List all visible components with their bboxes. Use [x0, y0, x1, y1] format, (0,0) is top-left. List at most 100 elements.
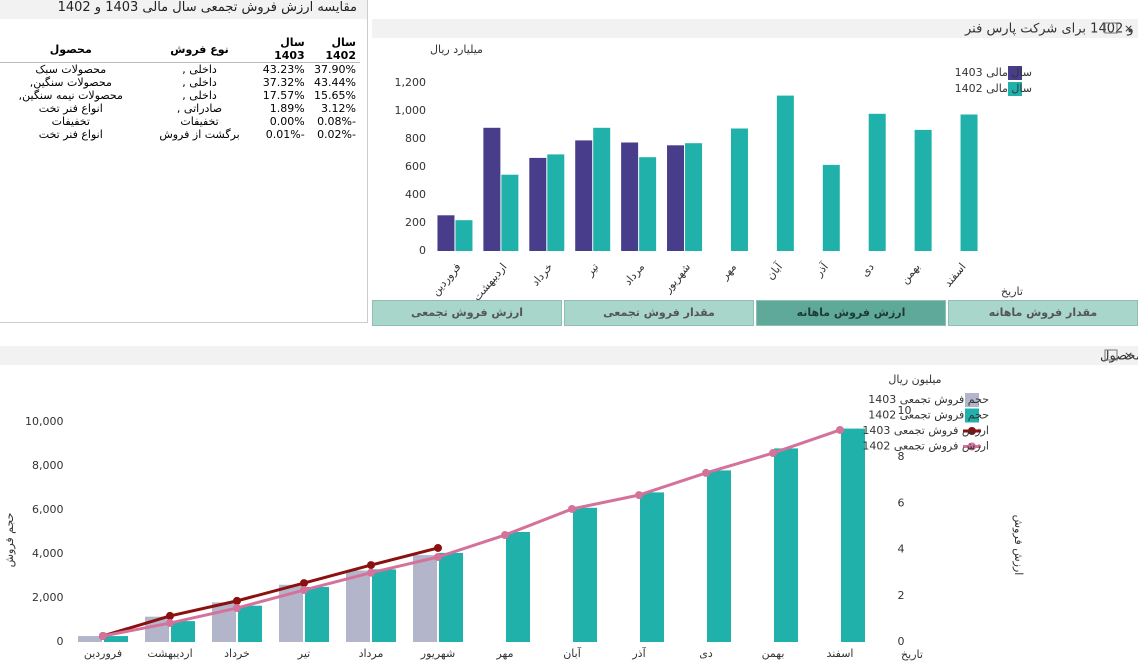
legend-swatch	[1008, 82, 1022, 96]
legend-label: حجم فروش تجمعی 1402	[868, 409, 989, 422]
table-cell: 0.00%	[269, 115, 305, 128]
x-tick-label: اسفند	[941, 261, 968, 290]
legend-label: حجم فروش تجمعی 1403	[868, 393, 989, 406]
x-tick-label: آذر	[631, 646, 646, 660]
bar	[685, 143, 703, 251]
bar	[547, 154, 565, 251]
y-tick-label: 6,000	[32, 503, 64, 516]
x-tick-label: خرداد	[224, 647, 250, 660]
x-tick-label: دی	[699, 647, 713, 660]
table-row: محصولات سنگین, داخلی , 37.32% 43.44%	[0, 76, 360, 89]
point	[367, 568, 375, 577]
y2-tick-label: 0	[898, 635, 905, 648]
legend-label: ارزش فروش تجمعی 1402	[862, 440, 989, 453]
bar	[437, 215, 455, 251]
point	[300, 586, 308, 595]
tab[interactable]: مقدار فروش تجمعی	[564, 300, 754, 326]
table-row: محصولات نیمه سنگین, داخلی , 17.57% 15.65%	[0, 89, 360, 102]
x-tick-label: مرداد	[359, 647, 384, 660]
bar	[455, 220, 473, 251]
bar	[841, 428, 865, 642]
table-cell: 17.57%	[262, 89, 305, 102]
y-tick-label: 2,000	[32, 591, 64, 604]
y2-tick-label: 8	[898, 450, 905, 463]
legend-marker	[968, 427, 976, 435]
table-cell: محصولات نیمه سنگین,	[18, 89, 123, 102]
table-cell: انواع فنر تخت	[38, 102, 103, 115]
tab[interactable]: مقدار فروش ماهانه	[948, 300, 1138, 326]
table-cell: -0.01%	[265, 128, 305, 141]
x-axis-label: تاریخ	[901, 648, 923, 661]
bar	[776, 95, 794, 251]
bar	[439, 552, 463, 642]
bar	[774, 448, 798, 642]
table-cell: 3.12%	[321, 102, 356, 115]
x-tick-label: شهریور	[660, 261, 693, 296]
title-bar	[0, 346, 1138, 365]
cumulative-chart: نمودار میله ای مقایسه فروش تجمعی و نمودا…	[0, 346, 1138, 661]
icon	[1104, 349, 1118, 361]
point	[233, 604, 241, 613]
table-panel: مقایسه ارزش فروش تجمعی سال مالی 1403 و 1…	[0, 0, 368, 323]
y2-axis-label: ارزش فروش	[1012, 515, 1025, 576]
table-cell: محصولات سنگین,	[29, 76, 112, 89]
bar	[372, 569, 396, 642]
x-tick-label: آبان	[763, 259, 786, 282]
table-cell: داخلی ,	[182, 89, 217, 102]
y-tick-label: 1,000	[395, 104, 427, 117]
line	[102, 546, 439, 638]
y-tick-label: 800	[405, 132, 426, 145]
table-header: محصول	[0, 36, 142, 63]
table-cell: محصولات سبک	[35, 63, 107, 76]
table-cell: -0.08%	[317, 115, 356, 128]
table-cell: 37.90%	[314, 63, 356, 76]
icon: ⨯	[1124, 349, 1133, 362]
table-cell: صادراتی ,	[176, 102, 223, 115]
point	[635, 491, 643, 500]
data-table: محصول نوع فروش سال 1403 سال 1402 محصولات سبک…	[0, 36, 360, 141]
point	[702, 468, 710, 477]
y-tick-label: 600	[405, 160, 426, 173]
point	[434, 543, 442, 552]
x-tick-label: فروردین	[84, 647, 122, 660]
x-tick-label: مهر	[495, 647, 513, 660]
point	[836, 425, 844, 434]
x-tick-label: شهریور	[420, 647, 455, 660]
bar	[529, 157, 547, 251]
bar	[667, 145, 685, 251]
bar	[501, 174, 519, 251]
x-tick-label: آذر	[811, 259, 832, 280]
bar	[639, 157, 657, 251]
legend-swatch	[965, 393, 979, 407]
title-bar	[372, 19, 1138, 38]
table-cell: داخلی ,	[182, 63, 217, 76]
monthly-chart: مقایسه ارزش فروش ماهانه سال مالی 1403 و …	[372, 19, 1138, 300]
legend-label: سال مالی 1403	[955, 66, 1032, 79]
point	[769, 449, 777, 458]
x-tick-label: آبان	[563, 646, 581, 660]
x-tick-label: تیر	[583, 261, 602, 280]
y2-unit: میلیون ریال	[888, 373, 941, 386]
table-cell: برگشت از فروش	[159, 128, 240, 141]
point	[434, 552, 442, 561]
x-tick-label: تیر	[297, 647, 310, 660]
x-tick-label: دی	[858, 260, 877, 279]
point	[166, 611, 174, 620]
x-tick-label: اسفند	[827, 647, 854, 660]
icon	[1104, 22, 1118, 34]
bar	[707, 470, 731, 642]
y-tick-label: 0	[419, 244, 426, 257]
bar	[506, 532, 530, 642]
tab[interactable]: ارزش فروش ماهانه	[756, 300, 946, 326]
table-header: نوع فروش	[141, 36, 258, 63]
table-cell: -0.02%	[317, 128, 356, 141]
bar	[822, 164, 840, 251]
bar	[960, 114, 978, 251]
legend-label: سال مالی 1402	[955, 82, 1032, 95]
x-tick-label: اردیبهشت	[470, 261, 509, 300]
table-cell: تخفیفات	[51, 115, 90, 128]
bar	[593, 127, 611, 251]
table-cell: 15.65%	[314, 89, 356, 102]
tab[interactable]: ارزش فروش تجمعی	[372, 300, 562, 326]
y-tick-label: 400	[405, 188, 426, 201]
